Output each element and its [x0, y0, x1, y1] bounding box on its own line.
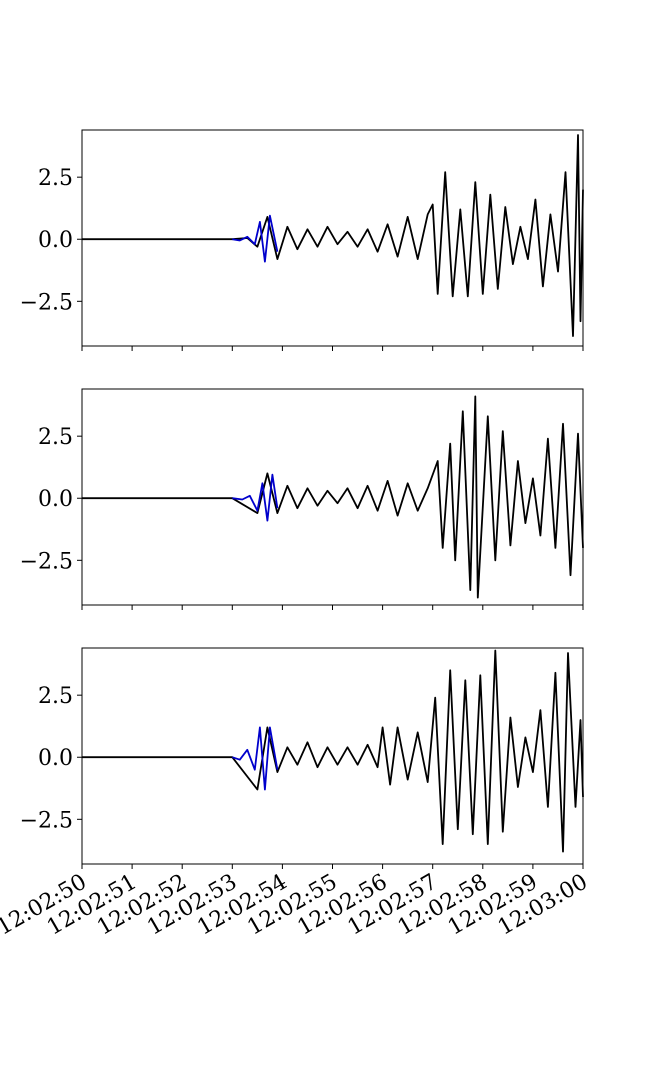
y-tick-label: −2.5: [20, 290, 73, 315]
series-line-highlight: [232, 473, 279, 522]
y-tick-label: −2.5: [20, 808, 73, 833]
panel-2: 2.5 0.0 −2.5: [20, 388, 584, 610]
y-tick-label: 2.5: [38, 684, 73, 709]
series-line-highlight: [232, 726, 279, 791]
y-tick-label: 0.0: [38, 746, 73, 771]
series-line-highlight: [232, 214, 279, 263]
panel-3: 12:02:5012:02:5112:02:5212:02:5312:02:54…: [0, 647, 592, 941]
y-tick-label: 0.0: [38, 487, 73, 512]
series-line-trace: [82, 134, 584, 337]
plot-frame: [81, 129, 584, 347]
panel-1: 2.5 0.0 −2.5: [20, 129, 584, 351]
y-tick-label: −2.5: [20, 549, 73, 574]
y-tick-label: 2.5: [38, 425, 73, 450]
y-tick-label: 2.5: [38, 166, 73, 191]
y-tick-label: 0.0: [38, 228, 73, 253]
series-line-trace: [82, 649, 584, 853]
series-line-trace: [82, 395, 584, 599]
